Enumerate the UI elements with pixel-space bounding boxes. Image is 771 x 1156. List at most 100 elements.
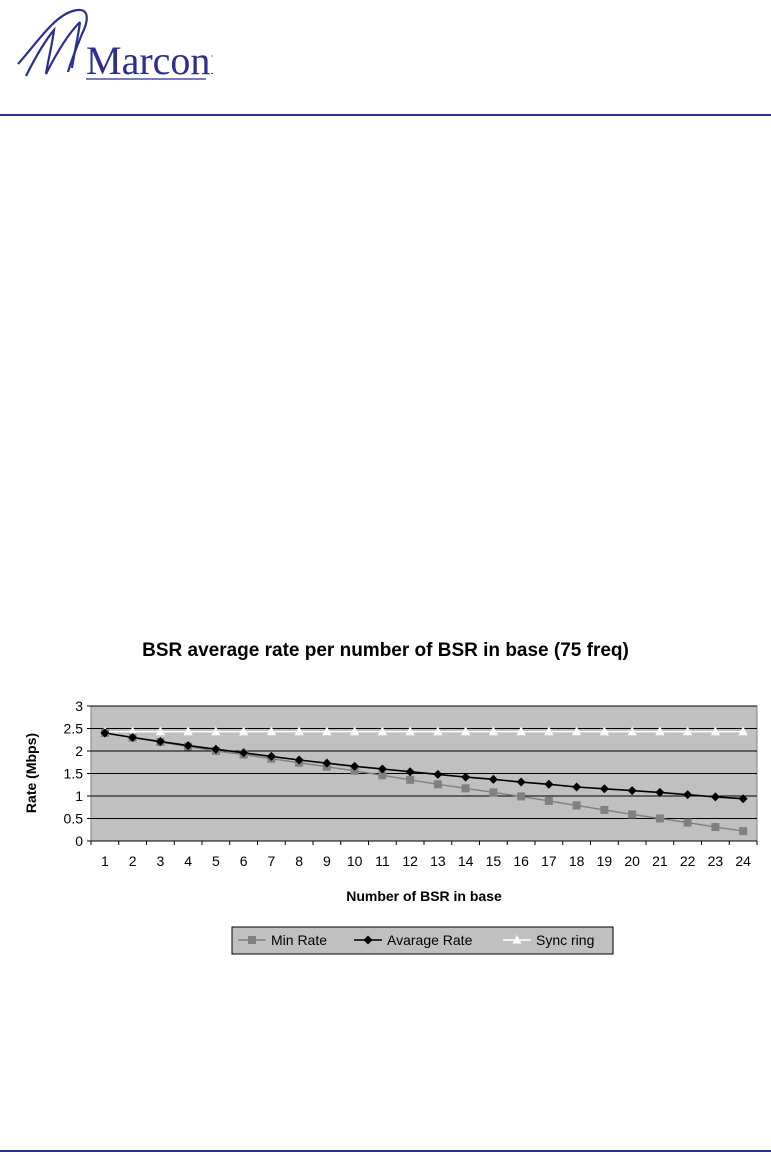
- point-sync-ring: [405, 726, 416, 736]
- x-tick-label: 15: [486, 853, 502, 869]
- y-tick-label: 0: [75, 833, 83, 849]
- point-sync-ring: [155, 726, 166, 736]
- point-sync-ring: [238, 726, 249, 736]
- x-tick-label: 13: [430, 853, 446, 869]
- legend-box: [231, 926, 614, 955]
- x-tick-label: 10: [347, 853, 363, 869]
- point-avarage-rate: [350, 761, 360, 771]
- point-avarage-rate: [266, 751, 276, 761]
- point-min-rate: [628, 810, 637, 819]
- x-tick-label: 9: [323, 853, 331, 869]
- point-sync-ring: [571, 726, 582, 736]
- x-tick-label: 19: [597, 853, 613, 869]
- point-avarage-rate: [710, 792, 720, 802]
- point-avarage-rate: [294, 755, 304, 765]
- point-sync-ring: [321, 726, 332, 736]
- point-sync-ring: [682, 726, 693, 736]
- point-sync-ring: [377, 726, 388, 736]
- point-avarage-rate: [183, 741, 193, 751]
- x-tick-label: 5: [212, 853, 220, 869]
- series-line-min-rate: [104, 732, 744, 832]
- point-avarage-rate: [572, 782, 582, 792]
- footer-rule: [0, 1150, 771, 1152]
- y-tick-label: 2.5: [64, 721, 84, 737]
- point-min-rate: [683, 818, 692, 827]
- chart-title: BSR average rate per number of BSR in ba…: [142, 640, 629, 661]
- point-min-rate: [489, 788, 498, 797]
- logo-m-tail: [70, 21, 82, 69]
- point-min-rate: [433, 780, 442, 789]
- x-tick-label: 2: [129, 853, 137, 869]
- y-tick-label: 1.5: [64, 766, 84, 782]
- legend-label-min-rate: Min Rate: [271, 932, 327, 948]
- series-line-avarage-rate: [104, 732, 744, 800]
- point-avarage-rate: [544, 779, 554, 789]
- x-tick-label: 14: [458, 853, 474, 869]
- legend-marker-sync-ring: [512, 934, 522, 944]
- point-sync-ring: [516, 726, 527, 736]
- point-avarage-rate: [461, 772, 471, 782]
- point-sync-ring: [738, 726, 749, 736]
- x-tick-label: 21: [652, 853, 668, 869]
- point-sync-ring: [488, 726, 499, 736]
- point-min-rate: [711, 823, 720, 832]
- x-tick-label: 1: [101, 853, 109, 869]
- point-min-rate: [572, 801, 581, 810]
- y-tick-label: 3: [75, 698, 83, 714]
- point-min-rate: [600, 805, 609, 814]
- point-sync-ring: [349, 726, 360, 736]
- x-tick-label: 20: [624, 853, 640, 869]
- x-tick-labels: 1 2 3 4 5 6 7 8 9 10 11 12 13 14 15 16 17 18 19 20 21 22 23 24: [90, 841, 758, 869]
- point-avarage-rate: [516, 777, 526, 787]
- point-sync-ring: [710, 726, 721, 736]
- point-avarage-rate: [738, 794, 748, 804]
- point-sync-ring: [432, 726, 443, 736]
- point-sync-ring: [294, 726, 305, 736]
- point-sync-ring: [460, 726, 471, 736]
- point-min-rate: [517, 792, 526, 801]
- point-min-rate: [461, 784, 470, 793]
- point-sync-ring: [654, 726, 665, 736]
- point-avarage-rate: [627, 786, 637, 796]
- x-tick-label: 4: [184, 853, 192, 869]
- point-avarage-rate: [322, 758, 332, 768]
- y-tick-label: 1: [75, 788, 83, 804]
- point-min-rate: [544, 796, 553, 805]
- point-min-rate: [739, 827, 748, 836]
- line-chart: 00.511.522.53 1 2 3 4 5 6 7 8 9 10 11 12 13 14 15 16 17 1…: [23, 698, 758, 955]
- marconi-logo: Marconi: [17, 8, 213, 83]
- point-avarage-rate: [100, 728, 110, 738]
- point-avarage-rate: [655, 787, 665, 797]
- point-sync-ring: [627, 726, 638, 736]
- x-tick-label: 16: [513, 853, 529, 869]
- x-tick-label: 8: [295, 853, 303, 869]
- point-avarage-rate: [433, 769, 443, 779]
- point-min-rate: [406, 775, 415, 784]
- x-tick-label: 7: [267, 853, 275, 869]
- point-avarage-rate: [377, 764, 387, 774]
- x-tick-label: 3: [156, 853, 164, 869]
- x-tick-label: 17: [541, 853, 557, 869]
- x-tick-label: 11: [375, 853, 390, 869]
- gridlines: [87, 705, 757, 842]
- x-tick-label: 6: [240, 853, 248, 869]
- x-axis-label: Number of BSR in base: [346, 888, 502, 904]
- point-avarage-rate: [239, 748, 249, 758]
- header-rule: [0, 114, 771, 116]
- legend-label-avarage-rate: Avarage Rate: [387, 932, 473, 948]
- logo-wordmark: Marconi: [86, 38, 213, 83]
- legend-label-sync-ring: Sync ring: [536, 932, 594, 948]
- point-avarage-rate: [211, 744, 221, 754]
- legend-marker-avarage-rate: [363, 935, 373, 945]
- x-tick-label: 22: [680, 853, 696, 869]
- y-tick-label: 0.5: [64, 811, 84, 827]
- x-tick-label: 23: [708, 853, 724, 869]
- legend: Min Rate Avarage Rate Sync ring: [231, 926, 614, 955]
- point-min-rate: [655, 814, 664, 823]
- point-sync-ring: [599, 726, 610, 736]
- point-avarage-rate: [155, 737, 165, 747]
- y-tick-label: 2: [75, 743, 83, 759]
- legend-entries: Min Rate Avarage Rate Sync ring: [238, 932, 594, 948]
- logo-m-stroke: [25, 21, 81, 77]
- series-lines: [104, 730, 744, 832]
